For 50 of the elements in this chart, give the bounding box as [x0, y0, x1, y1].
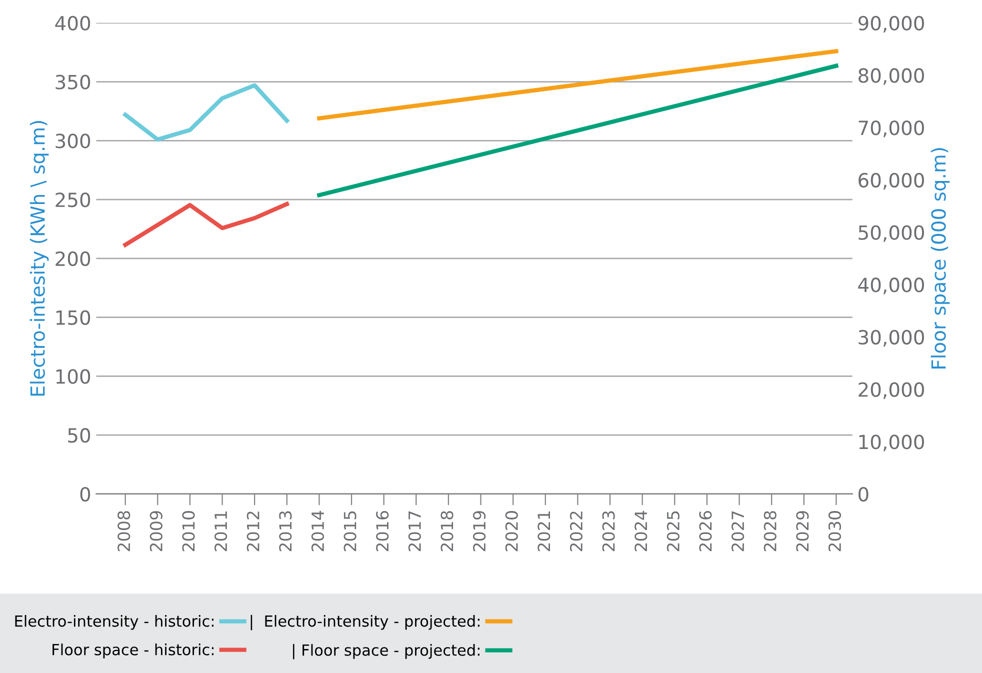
y2-tick-label: 50,000: [858, 225, 924, 242]
y2-tick-label: 0: [858, 486, 868, 502]
x-tick-label: 2017: [408, 511, 421, 552]
x-tick-label: 2010: [182, 511, 195, 552]
y-axis-title: Electro-intesity (KWh \ sq.m): [30, 120, 49, 396]
x-tick-label: 2013: [279, 511, 292, 552]
x-tick-label: 2016: [376, 511, 389, 552]
x-tick-label: 2030: [828, 511, 842, 552]
y2-axis-title: Floor space (000 sq.m): [930, 148, 950, 368]
x-tick-label: 2012: [246, 512, 260, 552]
x-tick-label: 2009: [150, 511, 162, 552]
legend-label: | Electro-intensity - projected:: [250, 614, 480, 630]
legend-label: Electro-intensity - historic:: [15, 615, 214, 630]
x-tick-label: 2008: [118, 511, 130, 552]
y2-tick-label: 30,000: [858, 330, 924, 347]
x-tick-label: 2028: [764, 511, 776, 552]
y-tick-label: 250: [56, 192, 90, 208]
legend-label: | Floor space - projected:: [293, 644, 480, 660]
x-tick-label: 2024: [634, 510, 648, 552]
y-tick-label: 150: [56, 310, 90, 325]
y2-tick-label: 40,000: [858, 278, 924, 294]
y-tick-label: 100: [56, 369, 90, 384]
y2-tick-label: 20,000: [858, 382, 924, 399]
y2-tick-label: 60,000: [858, 172, 924, 190]
y2-tick-label: 80,000: [858, 68, 924, 85]
x-tick-label: 2018: [440, 511, 454, 552]
x-tick-label: 2029: [796, 511, 809, 552]
y-tick-label: 300: [56, 134, 90, 148]
y-tick-label: 350: [56, 74, 90, 90]
x-tick-label: 2019: [473, 511, 486, 552]
line-series: [123, 202, 289, 247]
x-tick-label: 2023: [602, 511, 615, 552]
y-tick-label: 200: [56, 251, 90, 266]
y2-tick-label: 90,000: [858, 16, 924, 33]
y-tick-label: 0: [80, 486, 90, 502]
x-tick-label: 2026: [699, 511, 712, 552]
line-series: [123, 83, 289, 142]
x-tick-label: 2025: [666, 511, 680, 552]
y-tick-label: 50: [68, 428, 90, 443]
x-tick-label: 2021: [538, 511, 550, 552]
x-tick-label: 2014: [311, 510, 324, 552]
y-tick-label: 400: [55, 16, 90, 31]
y2-tick-label: 70,000: [858, 120, 924, 138]
x-tick-label: 2022: [570, 512, 583, 552]
x-tick-label: 2027: [732, 511, 744, 552]
x-tick-label: 2011: [214, 511, 228, 552]
y2-tick-label: 10,000: [859, 434, 924, 452]
legend-label: Floor space - historic:: [52, 644, 214, 658]
x-tick-label: 2015: [344, 511, 356, 552]
x-tick-label: 2020: [505, 511, 518, 552]
